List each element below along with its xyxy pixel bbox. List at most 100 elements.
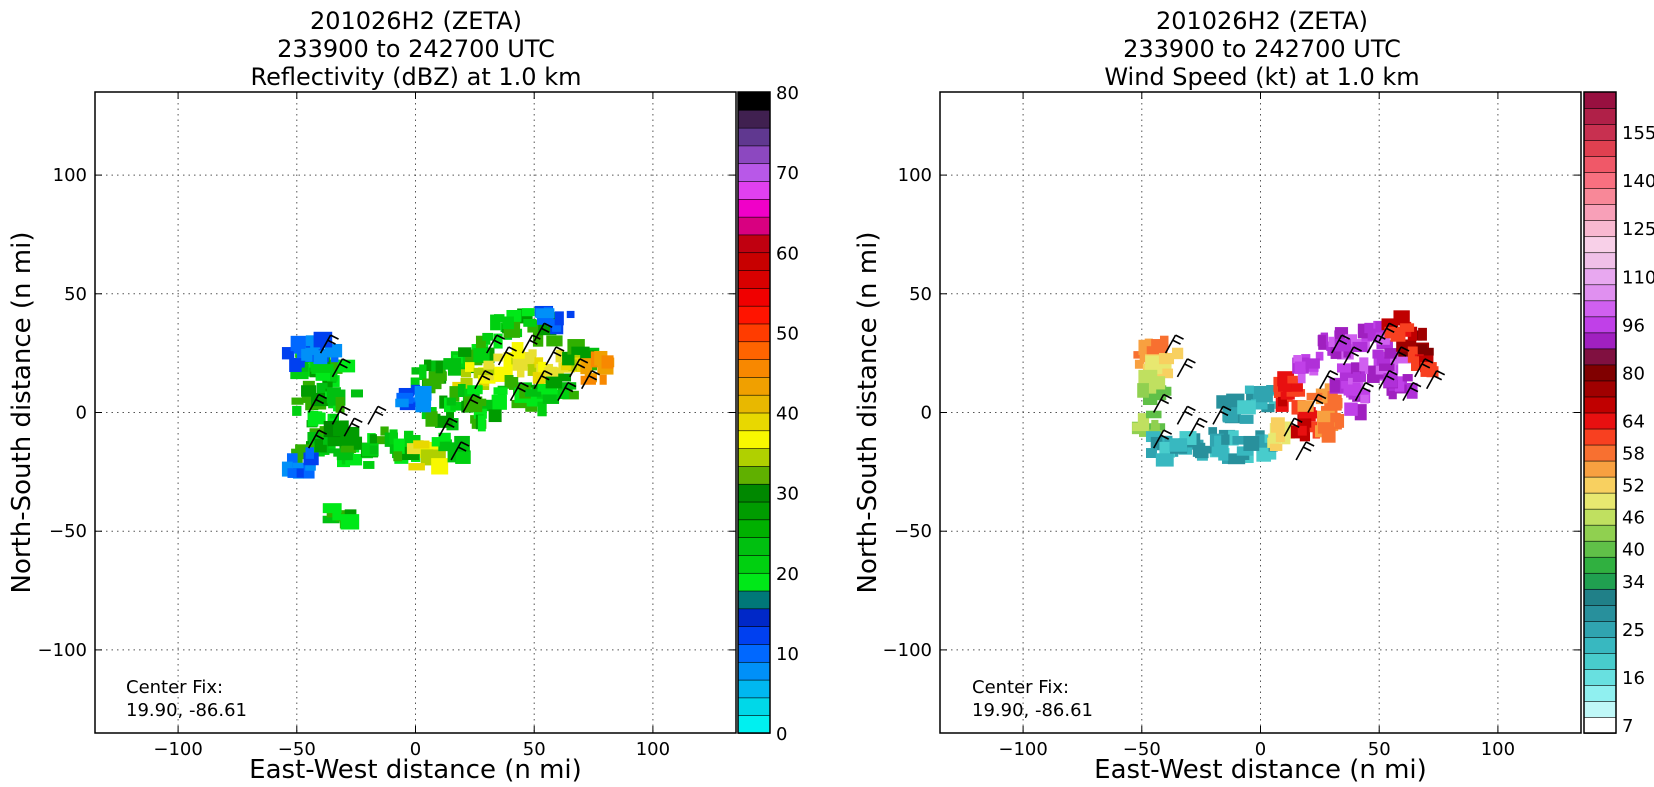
field-cell (1221, 434, 1230, 445)
field-cell (305, 394, 314, 411)
colorbar-tick-label: 16 (1622, 668, 1645, 689)
field-cell (1339, 371, 1352, 382)
field-cell (1277, 396, 1287, 407)
colorbar-segment (737, 465, 771, 485)
field-cell (335, 396, 345, 413)
colorbar-segment (737, 109, 771, 129)
field-cell (1347, 377, 1357, 390)
field-cell (423, 359, 432, 372)
field-cell (301, 348, 313, 361)
field-cell (327, 435, 342, 447)
field-cell (599, 374, 607, 385)
wind-speed-field (1131, 310, 1439, 467)
colorbar-segment (737, 519, 771, 538)
field-cell (580, 350, 597, 360)
field-cell (502, 316, 514, 330)
field-cell (558, 373, 572, 382)
field-cell (415, 397, 431, 413)
field-cell (1407, 346, 1418, 363)
field-cell (1315, 351, 1324, 361)
field-cell (291, 358, 305, 368)
field-cell (1232, 435, 1246, 445)
field-cell (350, 389, 363, 398)
y-tick-label: 100 (898, 165, 932, 186)
field-cell (558, 382, 577, 390)
colorbar-segment (737, 714, 771, 734)
wind-barb (1152, 429, 1173, 449)
colorbar-segment (1583, 364, 1617, 382)
wind-speed-panel: 201026H2 (ZETA) 233900 to 242700 UTC Win… (853, 7, 1654, 785)
colorbar-segment (1583, 668, 1617, 686)
field-cell (455, 450, 471, 464)
field-cell (1281, 433, 1291, 445)
field-cell (369, 434, 377, 444)
wind-barb (557, 381, 577, 402)
colorbar-segment (737, 608, 771, 627)
y-tick-label: 100 (53, 165, 87, 186)
wind-barb (1283, 417, 1303, 437)
colorbar-tick-label: 80 (776, 83, 799, 104)
colorbar-segment (737, 590, 771, 610)
colorbar-segment (1583, 107, 1617, 125)
field-cell (307, 410, 319, 427)
wind-barb (331, 405, 351, 425)
field-cell (446, 397, 456, 406)
colorbar-segment (1583, 492, 1617, 510)
field-cell (1267, 437, 1279, 448)
y-tick-label: −50 (49, 521, 87, 542)
field-cell (393, 438, 405, 454)
field-cell (490, 314, 501, 331)
wind-barb (343, 417, 363, 437)
field-cell (337, 359, 356, 373)
field-cell (527, 364, 543, 376)
field-cell (292, 468, 304, 478)
field-cell (1403, 339, 1417, 349)
field-cell (315, 372, 331, 381)
y-axis-label: North-South distance (n mi) (853, 232, 883, 594)
colorbar-tick-label: 25 (1622, 620, 1645, 641)
field-cell (1169, 438, 1188, 452)
wind-barb (1212, 405, 1232, 425)
field-cell (1336, 363, 1353, 373)
field-cell (477, 415, 486, 432)
field-cell (313, 331, 333, 348)
colorbar-segment (1583, 700, 1617, 718)
field-cell (1236, 446, 1254, 456)
x-tick-label: −50 (278, 739, 316, 760)
field-cell (503, 365, 513, 380)
colorbar-tick-label: 64 (1622, 412, 1645, 433)
field-cell (1329, 417, 1342, 430)
field-cell (536, 391, 548, 399)
colorbar-segment (1583, 396, 1617, 414)
field-cell (1246, 391, 1255, 404)
colorbar-segment (1583, 235, 1617, 254)
field-cell (1158, 352, 1175, 365)
colorbar-segment (737, 661, 771, 681)
field-cell (305, 335, 321, 347)
field-cell (1411, 356, 1420, 371)
wind-barb (1152, 393, 1173, 413)
colorbar-segment (1583, 572, 1617, 590)
y-ticks: −100 −50 0 50 100 (883, 165, 1581, 661)
colorbar-segment (737, 412, 771, 432)
field-cell (340, 444, 356, 454)
colorbar-tick-label: 58 (1622, 444, 1645, 465)
field-cell (303, 464, 315, 479)
field-cell (414, 385, 432, 401)
reflectivity-colorbar (737, 91, 771, 734)
field-cell (460, 369, 472, 378)
field-cell (404, 430, 414, 446)
field-cell (1256, 448, 1272, 462)
field-cell (1256, 385, 1273, 403)
field-cell (537, 401, 547, 417)
colorbar-tick-label: 46 (1622, 508, 1645, 529)
field-cell (1239, 414, 1254, 424)
y-tick-label: −50 (894, 521, 932, 542)
field-cell (1202, 445, 1218, 454)
field-cell (1330, 412, 1341, 423)
colorbar-segment (737, 180, 771, 200)
x-tick-label: 50 (1368, 739, 1391, 760)
grid (940, 92, 1581, 733)
field-cell (1286, 389, 1306, 397)
field-cell (293, 338, 303, 354)
